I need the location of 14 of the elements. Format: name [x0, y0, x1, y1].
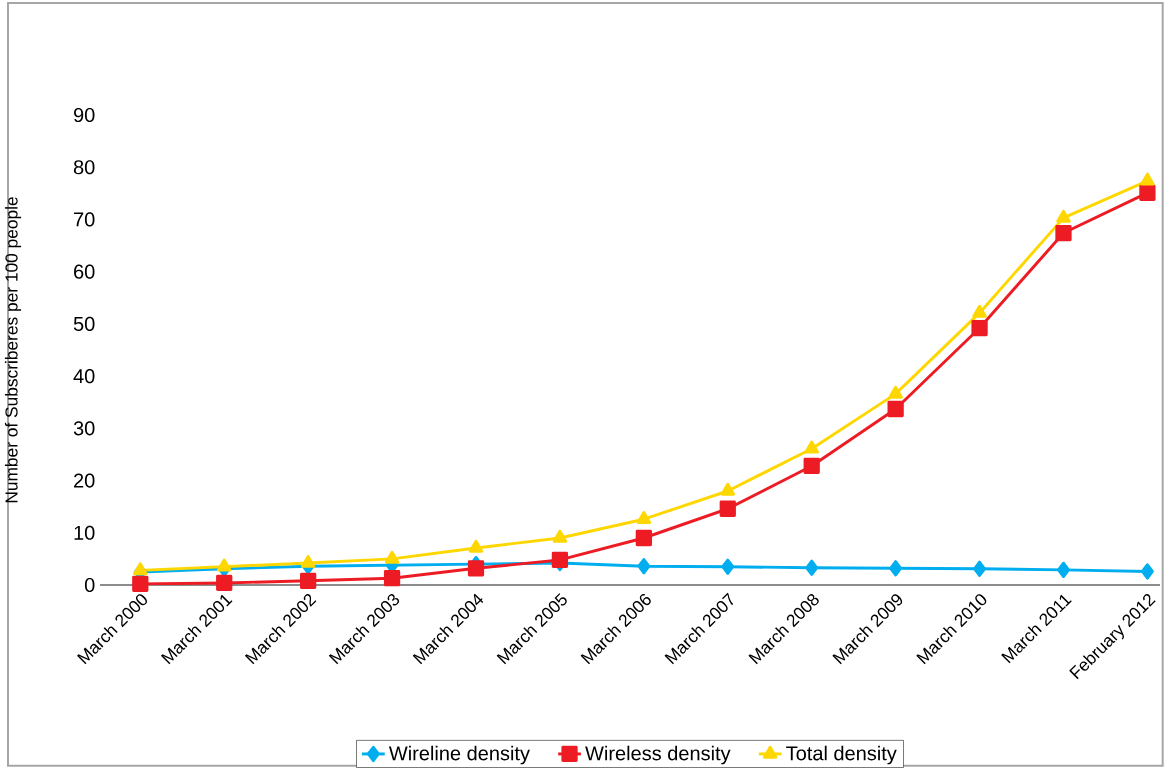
- y-tick-label: 90: [73, 107, 95, 123]
- y-tick-label: 10: [74, 525, 95, 540]
- y-axis-title: Number of Subscriberes per 100 people: [4, 197, 22, 503]
- y-tick-label: 30: [73, 421, 95, 436]
- legend-label: Wireline density: [388, 745, 530, 765]
- y-tick-label: 60: [74, 264, 95, 279]
- legend-label: Wireless density: [585, 745, 731, 765]
- y-tick-label: 50: [73, 316, 95, 331]
- y-tick-label: 70: [74, 212, 95, 227]
- y-tick-label: 40: [73, 369, 95, 384]
- y-tick-label: 80: [73, 160, 95, 175]
- y-tick-label: 0: [84, 577, 95, 593]
- legend-label: Total density: [786, 745, 897, 765]
- y-tick-label: 20: [74, 473, 95, 488]
